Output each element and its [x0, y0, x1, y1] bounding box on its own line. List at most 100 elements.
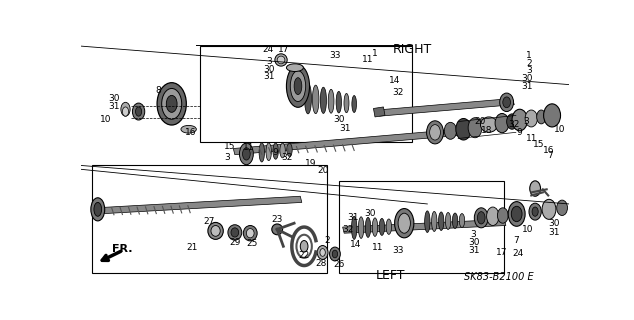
Ellipse shape: [301, 241, 308, 252]
Ellipse shape: [542, 199, 556, 219]
Text: 7: 7: [548, 151, 553, 160]
Ellipse shape: [313, 85, 319, 114]
Ellipse shape: [122, 107, 129, 116]
Text: 27: 27: [204, 217, 215, 226]
Text: 11: 11: [243, 143, 254, 152]
Text: 3: 3: [267, 57, 273, 66]
Ellipse shape: [536, 110, 546, 124]
Ellipse shape: [166, 95, 177, 112]
Ellipse shape: [365, 217, 371, 237]
Ellipse shape: [328, 89, 334, 113]
Polygon shape: [233, 129, 460, 155]
Ellipse shape: [459, 213, 465, 228]
Text: 32: 32: [281, 153, 293, 162]
Text: 22: 22: [299, 251, 310, 260]
Ellipse shape: [427, 121, 444, 144]
Ellipse shape: [495, 114, 509, 133]
Text: 32: 32: [392, 88, 404, 97]
Ellipse shape: [500, 93, 514, 112]
Ellipse shape: [330, 247, 340, 261]
Ellipse shape: [487, 207, 499, 226]
Ellipse shape: [511, 206, 522, 222]
Ellipse shape: [157, 83, 186, 125]
Text: 15: 15: [224, 142, 235, 151]
Ellipse shape: [358, 217, 364, 238]
Text: 28: 28: [315, 259, 327, 268]
Text: 11: 11: [372, 243, 383, 252]
Text: 8: 8: [155, 86, 160, 95]
Text: 3: 3: [470, 230, 476, 239]
Ellipse shape: [498, 208, 508, 223]
Ellipse shape: [208, 222, 223, 239]
Ellipse shape: [503, 97, 510, 108]
Text: 30: 30: [333, 115, 344, 124]
Text: 1: 1: [372, 49, 378, 58]
Text: 33: 33: [329, 51, 340, 60]
Text: 17: 17: [496, 248, 507, 257]
Text: 24: 24: [512, 250, 524, 259]
Text: 25: 25: [246, 239, 257, 249]
Text: 3: 3: [526, 66, 532, 75]
Text: 16: 16: [543, 146, 555, 155]
Text: 29: 29: [229, 238, 240, 247]
Text: 30: 30: [108, 94, 120, 103]
Ellipse shape: [243, 148, 250, 160]
Ellipse shape: [259, 143, 264, 162]
Ellipse shape: [287, 65, 309, 107]
Circle shape: [272, 224, 283, 235]
Ellipse shape: [136, 107, 141, 116]
Ellipse shape: [290, 71, 306, 101]
Ellipse shape: [430, 124, 441, 140]
Circle shape: [277, 56, 285, 64]
Ellipse shape: [394, 209, 414, 238]
Ellipse shape: [439, 212, 444, 230]
Text: 24: 24: [262, 45, 273, 54]
Text: 7: 7: [513, 236, 519, 245]
Ellipse shape: [532, 207, 538, 216]
Ellipse shape: [444, 122, 456, 139]
Ellipse shape: [294, 78, 302, 95]
Text: 26: 26: [333, 260, 344, 269]
Text: 3: 3: [523, 117, 529, 126]
Text: 10: 10: [554, 125, 566, 134]
Ellipse shape: [231, 228, 238, 237]
Text: 30: 30: [548, 219, 560, 228]
Ellipse shape: [425, 211, 430, 232]
Ellipse shape: [530, 181, 541, 196]
Ellipse shape: [446, 212, 451, 229]
Ellipse shape: [243, 226, 257, 241]
Ellipse shape: [240, 143, 254, 165]
Ellipse shape: [121, 102, 130, 116]
Ellipse shape: [94, 203, 101, 216]
Polygon shape: [373, 107, 385, 117]
Ellipse shape: [398, 213, 410, 233]
Text: 15: 15: [533, 140, 545, 149]
Ellipse shape: [351, 216, 357, 239]
Ellipse shape: [320, 249, 325, 256]
Text: 9: 9: [272, 148, 278, 157]
Ellipse shape: [507, 114, 517, 129]
Text: 10: 10: [100, 115, 111, 124]
Text: 3: 3: [224, 153, 230, 162]
Ellipse shape: [372, 218, 378, 236]
Text: 20: 20: [318, 166, 329, 175]
Ellipse shape: [133, 103, 145, 120]
Ellipse shape: [432, 212, 437, 231]
Polygon shape: [377, 99, 514, 116]
Text: 19: 19: [304, 159, 316, 168]
Text: 31: 31: [339, 124, 351, 133]
Text: SK83-B2100 E: SK83-B2100 E: [464, 272, 534, 282]
Ellipse shape: [512, 109, 527, 131]
Ellipse shape: [529, 203, 541, 220]
Ellipse shape: [332, 250, 338, 258]
Ellipse shape: [543, 104, 560, 127]
Text: 9: 9: [517, 128, 522, 137]
Text: 30: 30: [522, 74, 533, 83]
Text: LEFT: LEFT: [375, 269, 405, 282]
Ellipse shape: [273, 143, 278, 159]
Ellipse shape: [91, 198, 105, 221]
Text: 14: 14: [389, 76, 401, 85]
Text: 2: 2: [325, 236, 330, 245]
Ellipse shape: [477, 212, 485, 224]
Text: 20: 20: [474, 117, 486, 126]
